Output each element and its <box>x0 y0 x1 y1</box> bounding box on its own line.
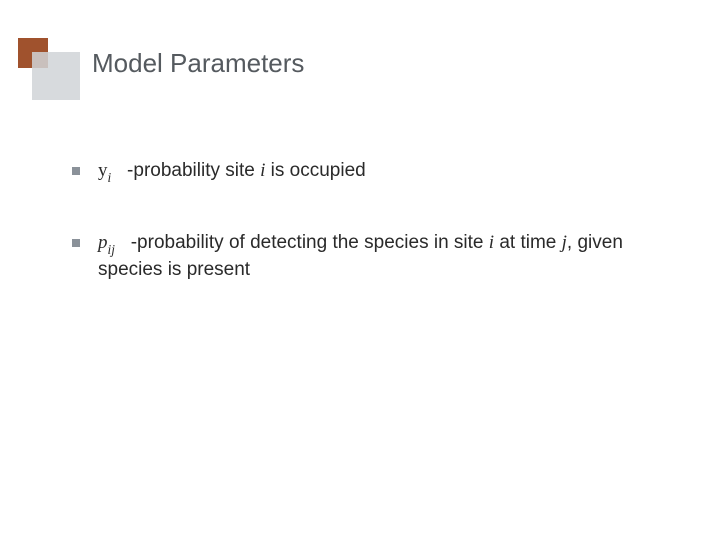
psi-symbol: y <box>98 160 108 181</box>
bullet-2-text: pij -probability of detecting the specie… <box>98 230 680 283</box>
bullet-2-def-a: -probability of detecting the species in… <box>131 232 489 253</box>
bullet-1-text: yi -probability site i is occupied <box>98 158 680 186</box>
bullet-1-spacer <box>111 160 127 181</box>
bullet-1-def-a: -probability site <box>127 160 260 181</box>
slide: Model Parameters yi -probability site i … <box>0 0 720 540</box>
p-symbol: p <box>98 232 108 253</box>
bullet-2-spacer <box>115 232 131 253</box>
bullet-marker-icon <box>72 167 80 175</box>
bullet-2: pij -probability of detecting the specie… <box>72 230 680 283</box>
bullet-2-def-b: at time <box>494 232 562 253</box>
bullet-1: yi -probability site i is occupied <box>72 158 680 186</box>
accent-square-light <box>32 52 80 100</box>
slide-body: yi -probability site i is occupied pij -… <box>72 158 680 327</box>
psi-subscript: i <box>108 170 112 185</box>
title-decoration <box>18 38 80 100</box>
slide-title: Model Parameters <box>92 48 304 79</box>
bullet-marker-icon <box>72 239 80 247</box>
p-subscript: ij <box>108 242 115 257</box>
bullet-1-def-b: is occupied <box>265 160 365 181</box>
